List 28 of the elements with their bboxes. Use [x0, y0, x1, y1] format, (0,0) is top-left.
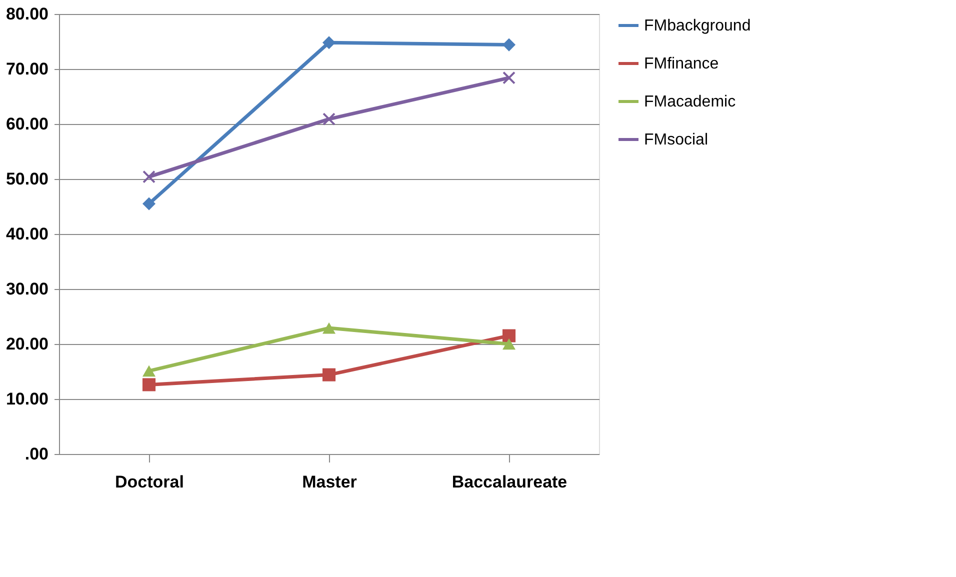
- point: [142, 170, 156, 184]
- x-tick-label: Doctoral: [115, 472, 184, 492]
- point: [142, 365, 156, 377]
- y-tick-label: 60.00: [6, 114, 48, 134]
- point: [142, 197, 156, 210]
- y-tick-label: 50.00: [6, 170, 48, 188]
- y-tick-label: .00: [24, 444, 48, 464]
- y-tick-label: 70.00: [6, 60, 48, 78]
- legend-label: FMsocial: [644, 132, 708, 148]
- point: [502, 38, 516, 52]
- x-tick-label: Baccalaureate: [452, 472, 568, 492]
- point: [502, 329, 516, 342]
- y-tick-label: 80.00: [6, 4, 48, 24]
- y-tick-label: 10.00: [6, 390, 48, 408]
- y-tick-label: 40.00: [6, 224, 48, 244]
- y-tick-label: 20.00: [6, 334, 48, 354]
- legend-label: FMacademic: [644, 94, 736, 110]
- point: [322, 112, 336, 126]
- point: [502, 338, 516, 350]
- y-tick-label: 30.00: [6, 280, 48, 298]
- point: [322, 322, 336, 334]
- legend-label: FMfinance: [644, 56, 719, 72]
- point: [502, 71, 516, 84]
- point: [322, 368, 336, 382]
- legend-label: FMbackground: [644, 18, 751, 34]
- point: [322, 36, 336, 50]
- point: [142, 378, 156, 392]
- x-tick-label: Master: [302, 472, 358, 492]
